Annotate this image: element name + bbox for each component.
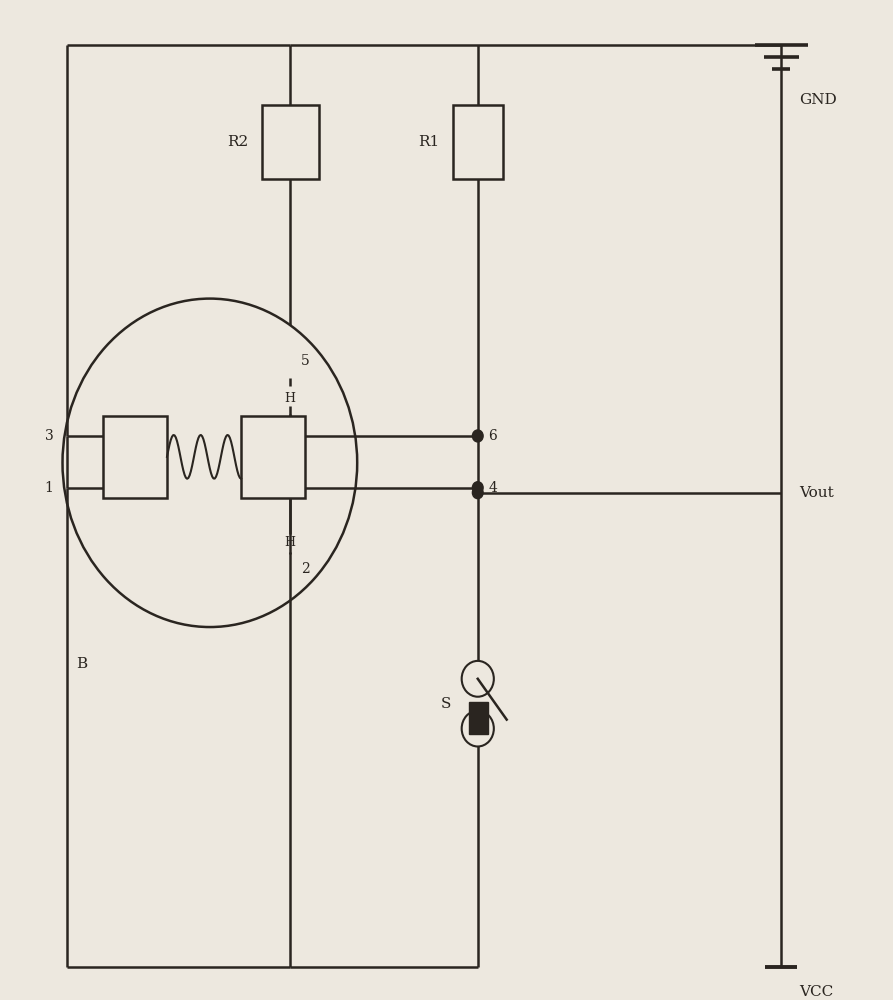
Text: S: S: [440, 697, 451, 711]
Bar: [103, 416, 167, 498]
Text: R2: R2: [227, 135, 248, 149]
Text: H: H: [285, 392, 296, 405]
Bar: [241, 416, 305, 498]
Text: Vout: Vout: [799, 486, 834, 500]
Circle shape: [462, 661, 494, 697]
Text: 4: 4: [488, 481, 497, 495]
Circle shape: [472, 482, 483, 494]
Text: 6: 6: [488, 429, 497, 443]
Bar: [453, 105, 503, 179]
Text: H: H: [285, 536, 296, 549]
Text: B: B: [76, 657, 87, 671]
Circle shape: [462, 711, 494, 746]
Circle shape: [472, 487, 483, 499]
Bar: [262, 105, 319, 179]
Text: 2: 2: [301, 562, 310, 576]
Text: R1: R1: [418, 135, 439, 149]
Circle shape: [472, 430, 483, 442]
Text: 5: 5: [301, 354, 310, 368]
Text: 3: 3: [45, 429, 54, 443]
Text: VCC: VCC: [799, 985, 833, 999]
Circle shape: [63, 299, 357, 627]
Text: 1: 1: [45, 481, 54, 495]
Bar: [469, 702, 488, 734]
Text: GND: GND: [799, 93, 837, 107]
